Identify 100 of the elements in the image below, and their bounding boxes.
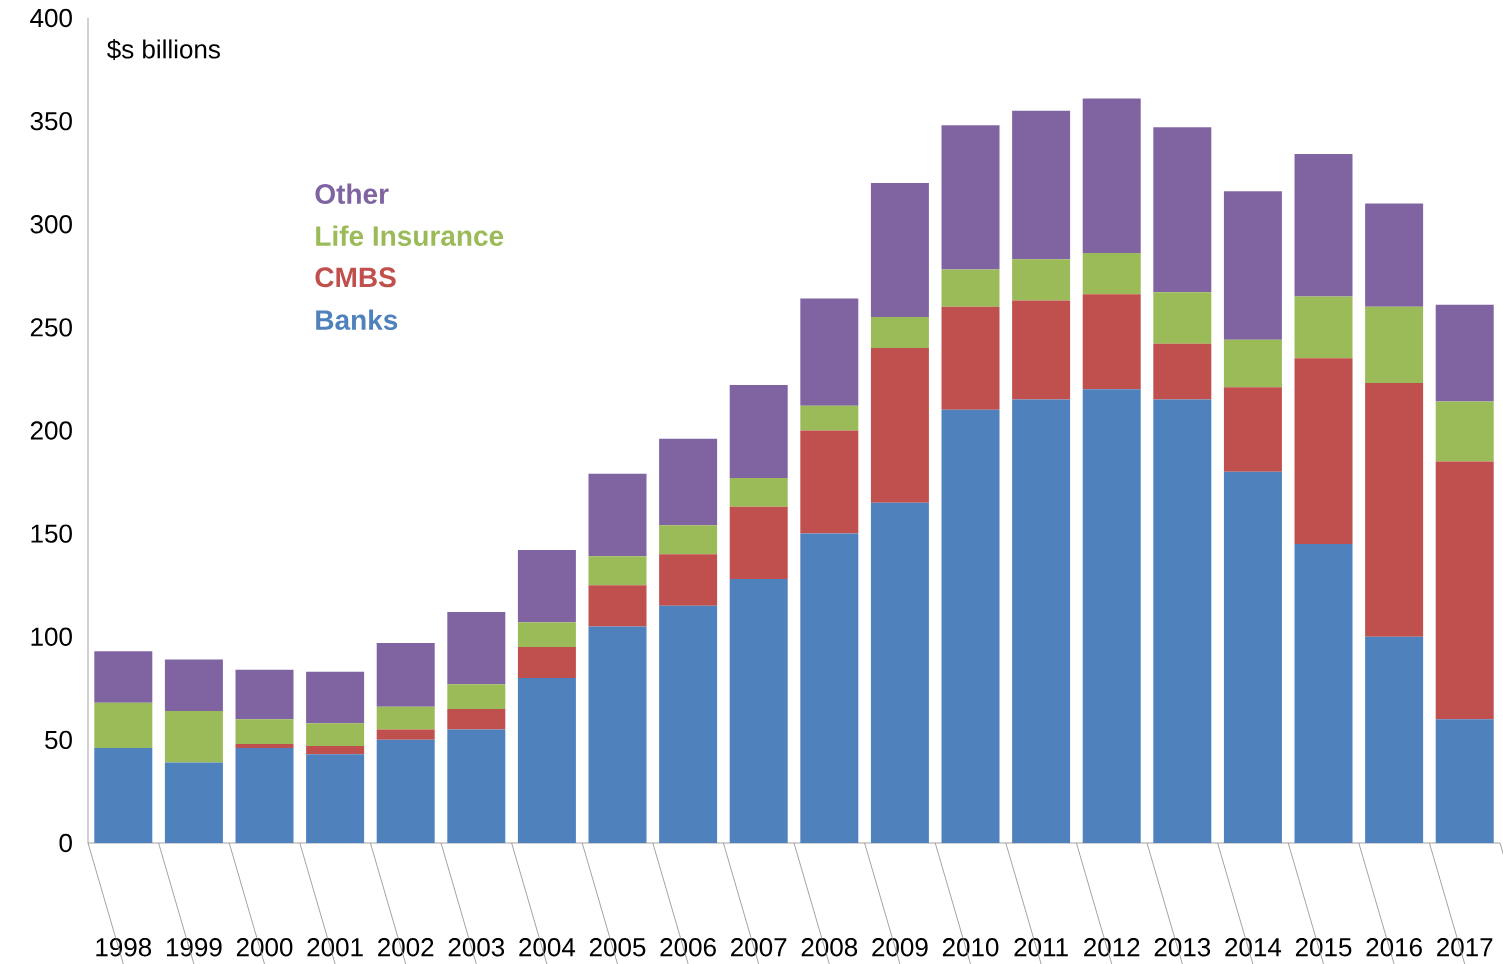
- bar: [1294, 154, 1353, 297]
- bar: [1153, 127, 1212, 293]
- x-tick-label: 2004: [519, 938, 576, 957]
- bar: [376, 729, 435, 740]
- bar: [588, 585, 647, 627]
- x-tick-label: 2000: [236, 938, 293, 957]
- bar: [447, 729, 506, 843]
- bar: [1435, 461, 1494, 720]
- x-tick-label: 2005: [589, 938, 646, 957]
- bar: [1435, 304, 1494, 402]
- bar: [1082, 294, 1141, 390]
- x-tick-label: 1999: [166, 938, 222, 957]
- bar: [94, 651, 153, 703]
- bar: [517, 647, 576, 678]
- bar: [164, 659, 223, 711]
- bar: [376, 642, 435, 707]
- bar: [1365, 306, 1424, 384]
- x-tick-label: 2014: [1225, 938, 1282, 957]
- bar: [235, 669, 294, 720]
- y-tick-label: 250: [30, 318, 72, 337]
- bar: [1082, 98, 1141, 254]
- bar: [659, 554, 718, 606]
- bar: [1153, 292, 1212, 344]
- bar: [376, 706, 435, 730]
- bar: [306, 723, 365, 747]
- x-tick-label: 2003: [448, 938, 505, 957]
- x-tick-label: 2015: [1295, 938, 1352, 957]
- bar: [941, 306, 1000, 410]
- bar: [376, 739, 435, 843]
- bar: [659, 438, 718, 526]
- bar: [447, 612, 506, 685]
- text: Other: [315, 183, 389, 204]
- y-tick-label: 350: [30, 111, 72, 131]
- bar: [1012, 259, 1071, 301]
- bar: [1294, 543, 1353, 843]
- bar: [1153, 399, 1212, 843]
- bar: [235, 719, 294, 744]
- bar: [1012, 300, 1071, 400]
- x-tick-label: 2017: [1437, 938, 1493, 957]
- bar: [800, 298, 859, 406]
- bar: [588, 556, 647, 586]
- text: CMBS: [315, 267, 396, 288]
- text: Life Insurance: [316, 225, 504, 246]
- bar: [235, 748, 294, 843]
- y-tick-label: 50: [45, 730, 72, 750]
- bar: [870, 183, 929, 318]
- x-tick-label: 2011: [1014, 938, 1068, 957]
- y-axis-title: $s billions: [107, 39, 220, 61]
- bar: [729, 506, 788, 579]
- bar: [1223, 191, 1282, 340]
- bar: [941, 269, 1000, 307]
- bar: [659, 605, 718, 843]
- x-tick-label: 2016: [1366, 938, 1422, 957]
- bar: [588, 473, 647, 557]
- bar: [870, 502, 929, 843]
- bar: [800, 533, 859, 843]
- bar: [1223, 387, 1282, 472]
- bar: [306, 671, 365, 724]
- x-tick-label: 2009: [872, 938, 928, 957]
- bar: [1012, 399, 1071, 843]
- x-tick-label: 2013: [1154, 938, 1211, 957]
- bar: [1365, 203, 1424, 307]
- bar: [306, 746, 365, 755]
- text: Banks: [316, 309, 398, 330]
- y-tick-label: 400: [30, 8, 72, 28]
- bar: [870, 317, 929, 348]
- bar: [447, 684, 506, 709]
- bar: [94, 702, 153, 749]
- bar: [1012, 110, 1071, 260]
- y-tick-label: 0: [59, 833, 72, 853]
- x-tick-label: 2012: [1084, 938, 1140, 957]
- bar: [1365, 636, 1424, 843]
- bar: [729, 385, 788, 478]
- x-tick-label: 2001: [307, 938, 363, 957]
- bar: [164, 711, 223, 763]
- bar: [517, 622, 576, 648]
- y-tick-label: 100: [31, 627, 72, 646]
- bar: [941, 409, 1000, 843]
- y-tick-label: 200: [30, 421, 72, 440]
- bar: [1435, 719, 1494, 843]
- bar: [1223, 471, 1282, 843]
- bar: [1435, 401, 1494, 462]
- y-tick-label: 300: [30, 215, 72, 234]
- bar: [306, 754, 365, 843]
- bar: [729, 579, 788, 843]
- x-tick-label: 2010: [942, 938, 999, 957]
- bar: [1294, 296, 1353, 359]
- bar: [1223, 339, 1282, 388]
- bar: [1365, 383, 1424, 637]
- bar: [659, 525, 718, 555]
- bar: [1294, 358, 1353, 544]
- bar: [941, 125, 1000, 270]
- x-tick-label: 2002: [378, 938, 434, 957]
- x-tick-label: 1998: [96, 938, 152, 957]
- bar: [447, 708, 506, 730]
- bar: [870, 347, 929, 503]
- bar: [94, 748, 153, 843]
- bar: [517, 550, 576, 623]
- bar: [517, 678, 576, 843]
- bar: [800, 430, 859, 534]
